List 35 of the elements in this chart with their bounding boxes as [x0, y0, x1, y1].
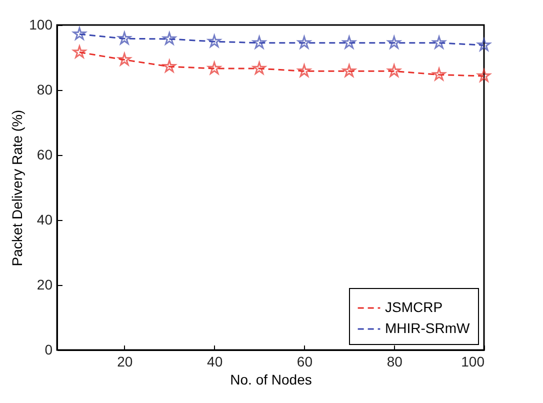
point	[388, 36, 401, 49]
x-tick-label: 20	[117, 354, 133, 370]
y-tick-label: 100	[29, 16, 53, 32]
point	[118, 32, 131, 44]
point	[298, 64, 311, 77]
y-tick-label: 60	[36, 146, 53, 162]
point	[162, 32, 176, 45]
x-axis-title: No. of Nodes	[230, 372, 312, 388]
point	[72, 45, 86, 58]
point	[342, 36, 356, 49]
y-tick-label: 40	[36, 212, 53, 228]
point	[298, 36, 311, 49]
legend-label: JSMCRP	[385, 299, 443, 315]
point	[432, 36, 446, 49]
legend-label: MHIR-SRmW	[385, 320, 471, 336]
x-tick-label: 40	[207, 354, 223, 370]
point	[388, 64, 401, 77]
x-tick-label: 100	[461, 354, 485, 370]
y-tick-label: 80	[36, 82, 53, 98]
point	[118, 52, 131, 66]
point	[162, 60, 176, 72]
point	[208, 62, 221, 74]
y-axis-title: Packet Delivery Rate (%)	[9, 110, 26, 266]
point	[208, 34, 221, 48]
point	[477, 69, 491, 82]
point	[477, 38, 491, 51]
point	[252, 62, 266, 74]
x-tick-label: 60	[296, 354, 313, 370]
point	[72, 27, 86, 40]
y-tick-label: 20	[36, 276, 53, 292]
y-tick-label: 0	[44, 342, 53, 358]
x-tick-label: 80	[386, 354, 403, 370]
point	[432, 68, 446, 80]
point	[252, 36, 266, 49]
point	[342, 64, 356, 77]
